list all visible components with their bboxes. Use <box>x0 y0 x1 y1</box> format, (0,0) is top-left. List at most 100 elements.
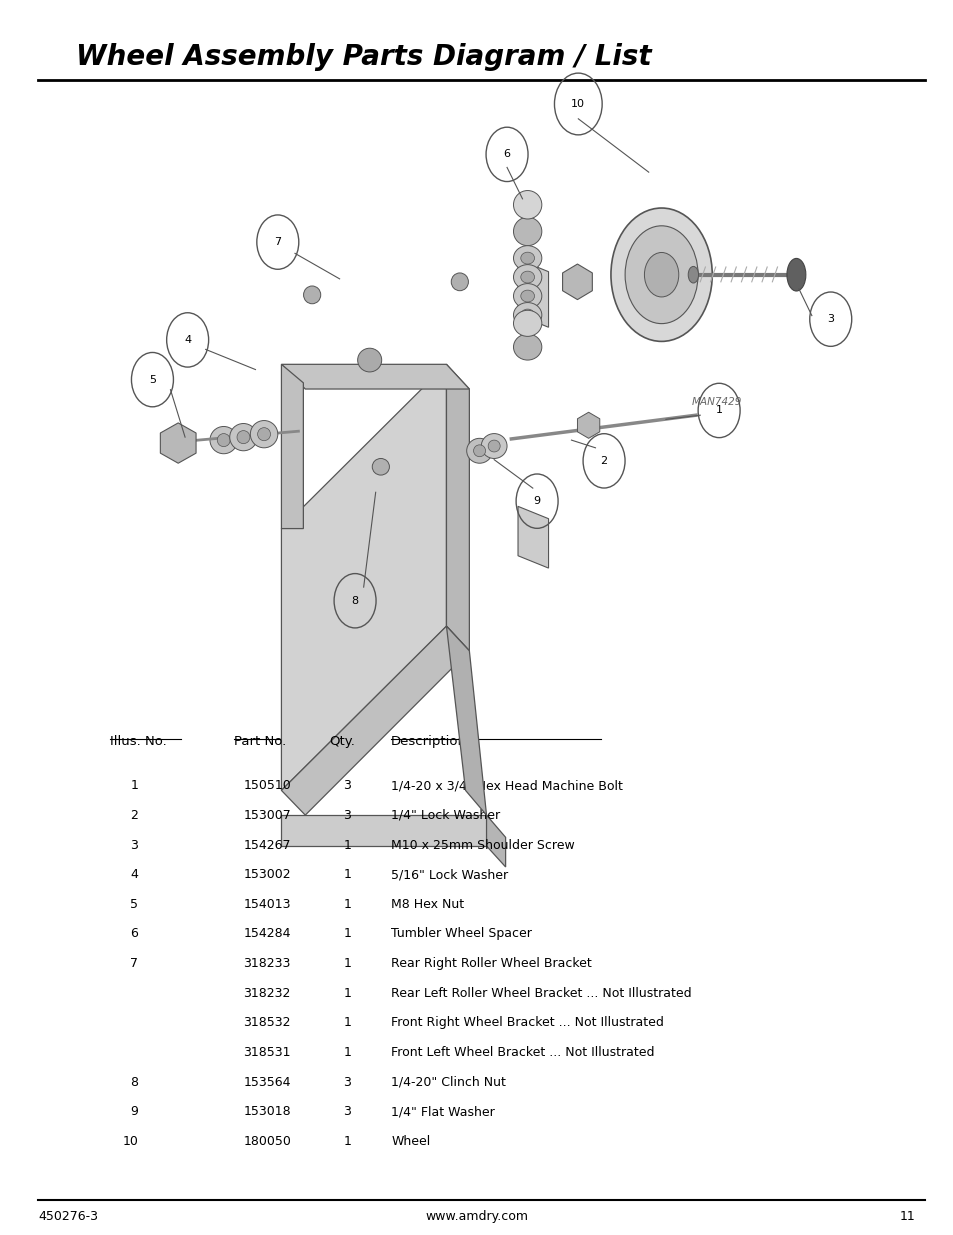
Text: 9: 9 <box>533 496 540 506</box>
Text: 1/4-20" Clinch Nut: 1/4-20" Clinch Nut <box>391 1076 505 1089</box>
Text: 1: 1 <box>715 405 721 415</box>
Polygon shape <box>281 364 303 529</box>
Ellipse shape <box>520 252 534 264</box>
Text: 4: 4 <box>131 868 138 882</box>
Text: Wheel Assembly Parts Diagram / List: Wheel Assembly Parts Diagram / List <box>76 43 651 72</box>
Ellipse shape <box>230 424 257 451</box>
Text: 1/4-20 x 3/4" Hex Head Machine Bolt: 1/4-20 x 3/4" Hex Head Machine Bolt <box>391 779 622 793</box>
Text: Qty.: Qty. <box>329 735 355 748</box>
Text: 6: 6 <box>131 927 138 941</box>
Ellipse shape <box>687 267 698 283</box>
Text: 2: 2 <box>131 809 138 823</box>
Text: 1/4" Flat Washer: 1/4" Flat Washer <box>391 1105 495 1119</box>
Text: 153018: 153018 <box>243 1105 291 1119</box>
Polygon shape <box>160 422 196 463</box>
Ellipse shape <box>257 427 271 441</box>
Text: 2: 2 <box>599 456 607 466</box>
Text: 1: 1 <box>343 1016 351 1030</box>
Text: 1: 1 <box>343 1046 351 1060</box>
Text: www.amdry.com: www.amdry.com <box>425 1210 528 1224</box>
Polygon shape <box>281 815 486 846</box>
Text: 8: 8 <box>131 1076 138 1089</box>
Text: M10 x 25mm Shoulder Screw: M10 x 25mm Shoulder Screw <box>391 839 575 852</box>
Text: 1/4" Lock Washer: 1/4" Lock Washer <box>391 809 499 823</box>
Ellipse shape <box>451 273 468 290</box>
Text: Part No.: Part No. <box>233 735 286 748</box>
Polygon shape <box>281 364 446 790</box>
Polygon shape <box>577 412 599 438</box>
Polygon shape <box>281 364 469 389</box>
Text: Description: Description <box>391 735 467 748</box>
Text: 450276-3: 450276-3 <box>38 1210 98 1224</box>
Text: 153002: 153002 <box>243 868 291 882</box>
Text: 1: 1 <box>343 1135 351 1149</box>
Text: 5: 5 <box>131 898 138 911</box>
Ellipse shape <box>520 272 534 283</box>
Text: 10: 10 <box>571 99 585 109</box>
Text: Rear Right Roller Wheel Bracket: Rear Right Roller Wheel Bracket <box>391 957 591 971</box>
Ellipse shape <box>520 309 534 321</box>
Polygon shape <box>517 259 548 327</box>
Text: 4: 4 <box>184 335 191 345</box>
Text: 5/16" Lock Washer: 5/16" Lock Washer <box>391 868 508 882</box>
Ellipse shape <box>644 252 679 296</box>
Ellipse shape <box>513 310 541 336</box>
Ellipse shape <box>513 333 541 361</box>
Ellipse shape <box>513 217 541 246</box>
Ellipse shape <box>480 433 507 458</box>
Ellipse shape <box>786 258 805 291</box>
Text: 154013: 154013 <box>243 898 291 911</box>
Polygon shape <box>446 626 486 815</box>
Text: 3: 3 <box>343 779 351 793</box>
Ellipse shape <box>217 433 230 447</box>
Ellipse shape <box>236 431 250 443</box>
Text: 1: 1 <box>343 839 351 852</box>
Ellipse shape <box>513 284 541 309</box>
Polygon shape <box>517 506 548 568</box>
Ellipse shape <box>624 226 698 324</box>
Text: Front Left Wheel Bracket ... Not Illustrated: Front Left Wheel Bracket ... Not Illustr… <box>391 1046 654 1060</box>
Text: 3: 3 <box>131 839 138 852</box>
Text: MAN7429: MAN7429 <box>691 398 741 408</box>
Text: 318531: 318531 <box>243 1046 291 1060</box>
Text: 154284: 154284 <box>243 927 291 941</box>
Text: 150510: 150510 <box>243 779 291 793</box>
Text: 318532: 318532 <box>243 1016 291 1030</box>
Ellipse shape <box>513 246 541 270</box>
Text: 7: 7 <box>274 237 281 247</box>
Text: Illus. No.: Illus. No. <box>110 735 166 748</box>
Text: 318232: 318232 <box>243 987 291 1000</box>
Text: 3: 3 <box>343 1076 351 1089</box>
Ellipse shape <box>357 348 381 372</box>
Text: 153564: 153564 <box>243 1076 291 1089</box>
Text: 6: 6 <box>503 149 510 159</box>
Text: 9: 9 <box>131 1105 138 1119</box>
Text: 3: 3 <box>826 314 833 324</box>
Ellipse shape <box>250 421 277 448</box>
Text: 3: 3 <box>343 1105 351 1119</box>
Text: 1: 1 <box>343 987 351 1000</box>
Ellipse shape <box>466 438 492 463</box>
Polygon shape <box>486 815 505 867</box>
Text: 11: 11 <box>899 1210 915 1224</box>
Text: 5: 5 <box>149 374 155 384</box>
Text: Wheel: Wheel <box>391 1135 430 1149</box>
Text: 3: 3 <box>343 809 351 823</box>
Polygon shape <box>446 364 469 651</box>
Text: 1: 1 <box>343 957 351 971</box>
Text: 1: 1 <box>343 898 351 911</box>
Text: M8 Hex Nut: M8 Hex Nut <box>391 898 464 911</box>
Ellipse shape <box>488 440 499 452</box>
Text: 1: 1 <box>131 779 138 793</box>
Ellipse shape <box>520 290 534 303</box>
Text: 1: 1 <box>343 868 351 882</box>
Text: 10: 10 <box>122 1135 138 1149</box>
Text: 180050: 180050 <box>243 1135 291 1149</box>
Text: 1: 1 <box>343 927 351 941</box>
Text: 8: 8 <box>351 595 358 605</box>
Polygon shape <box>562 264 592 300</box>
Polygon shape <box>281 626 469 815</box>
Ellipse shape <box>513 303 541 327</box>
Ellipse shape <box>303 287 320 304</box>
Text: 154267: 154267 <box>243 839 291 852</box>
